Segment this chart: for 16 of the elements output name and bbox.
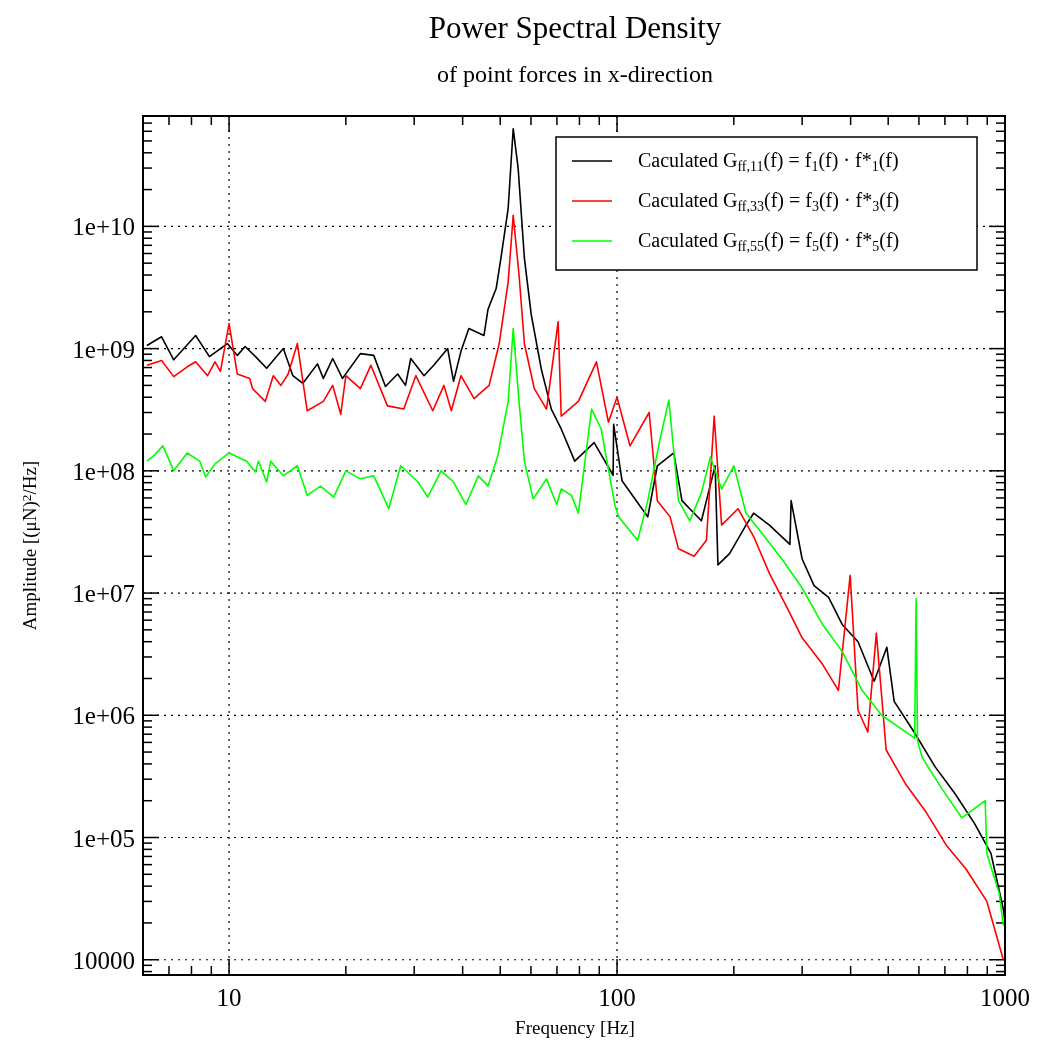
y-tick-label: 1e+05	[72, 824, 135, 852]
y-tick-label: 1e+06	[72, 702, 135, 730]
legend-label: Caculated G$_{ff,11}$(f) = f$_{1}$(f) · f*$_{1}$(f)	[638, 149, 899, 174]
chart-title: Power Spectral Density	[428, 10, 722, 45]
y-tick-label: 1e+10	[72, 213, 135, 241]
y-tick-label: 10000	[72, 946, 135, 974]
y-tick-label: 1e+07	[72, 580, 135, 608]
y-tick-label: 1e+09	[72, 335, 135, 363]
legend-label: Caculated G$_{ff,55}$(f) = f$_{5}$(f) · f*$_{5}$(f)	[638, 229, 900, 254]
chart-subtitle: of point forces in x-direction	[437, 61, 713, 87]
x-tick-label: 100	[598, 984, 636, 1011]
x-tick-label: 10	[216, 984, 242, 1011]
legend-label: Caculated G$_{ff,33}$(f) = f$_{3}$(f) · f*$_{3}$(f)	[638, 189, 900, 214]
x-tick-label: 1000	[980, 984, 1030, 1011]
x-axis-title: Frequency [Hz]	[515, 1017, 635, 1038]
y-tick-label: 1e+08	[72, 457, 135, 485]
